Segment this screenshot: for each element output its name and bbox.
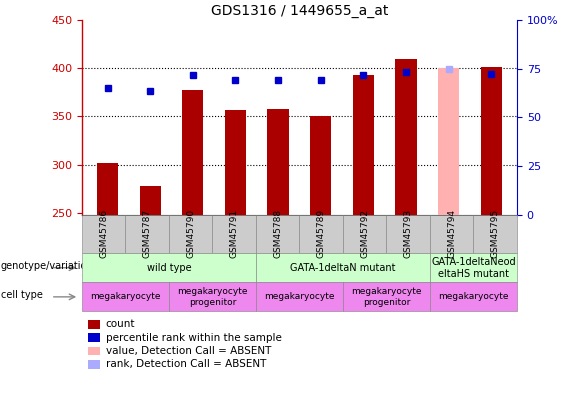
Text: megakaryocyte: megakaryocyte bbox=[264, 292, 334, 301]
Bar bbox=[182, 90, 203, 215]
Bar bbox=[267, 109, 289, 215]
Bar bbox=[481, 67, 502, 215]
Text: cell type: cell type bbox=[1, 290, 42, 300]
Text: megakaryocyte: megakaryocyte bbox=[90, 292, 160, 301]
Text: wild type: wild type bbox=[147, 263, 191, 273]
Bar bbox=[396, 59, 417, 215]
Text: megakaryocyte
progenitor: megakaryocyte progenitor bbox=[351, 287, 421, 307]
Text: GSM45795: GSM45795 bbox=[491, 209, 499, 258]
Text: GSM45786: GSM45786 bbox=[99, 209, 108, 258]
Text: GSM45792: GSM45792 bbox=[360, 209, 369, 258]
Text: GSM45788: GSM45788 bbox=[273, 209, 282, 258]
Bar bbox=[438, 68, 459, 215]
Text: GSM45793: GSM45793 bbox=[404, 209, 412, 258]
Text: GATA-1deltaNeod
eltaHS mutant: GATA-1deltaNeod eltaHS mutant bbox=[431, 257, 516, 279]
Text: GSM45787: GSM45787 bbox=[143, 209, 151, 258]
Text: percentile rank within the sample: percentile rank within the sample bbox=[106, 333, 281, 343]
Title: GDS1316 / 1449655_a_at: GDS1316 / 1449655_a_at bbox=[211, 4, 388, 18]
Text: genotype/variation: genotype/variation bbox=[1, 261, 93, 271]
Text: rank, Detection Call = ABSENT: rank, Detection Call = ABSENT bbox=[106, 359, 266, 369]
Text: GSM45791: GSM45791 bbox=[230, 209, 238, 258]
Bar bbox=[310, 117, 332, 215]
Text: GSM45794: GSM45794 bbox=[447, 209, 456, 258]
Bar bbox=[353, 75, 374, 215]
Text: GSM45790: GSM45790 bbox=[186, 209, 195, 258]
Bar bbox=[97, 163, 118, 215]
Text: GSM45789: GSM45789 bbox=[317, 209, 325, 258]
Text: megakaryocyte
progenitor: megakaryocyte progenitor bbox=[177, 287, 247, 307]
Text: count: count bbox=[106, 319, 135, 329]
Text: GATA-1deltaN mutant: GATA-1deltaN mutant bbox=[290, 263, 396, 273]
Text: megakaryocyte: megakaryocyte bbox=[438, 292, 508, 301]
Text: value, Detection Call = ABSENT: value, Detection Call = ABSENT bbox=[106, 346, 271, 356]
Bar bbox=[225, 110, 246, 215]
Bar bbox=[140, 186, 161, 215]
